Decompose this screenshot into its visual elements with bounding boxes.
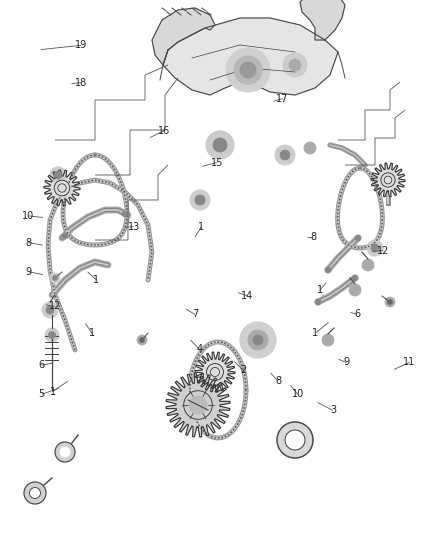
Circle shape <box>189 396 207 414</box>
Circle shape <box>54 171 62 179</box>
Text: 1: 1 <box>93 275 99 285</box>
Circle shape <box>325 267 331 273</box>
Circle shape <box>29 488 40 498</box>
Circle shape <box>322 334 334 346</box>
Polygon shape <box>163 18 338 95</box>
Text: 1: 1 <box>198 222 205 231</box>
Text: 8: 8 <box>310 232 316 242</box>
Circle shape <box>50 273 60 283</box>
Text: 9: 9 <box>343 358 349 367</box>
Circle shape <box>285 430 305 450</box>
Circle shape <box>289 59 301 71</box>
Circle shape <box>381 173 395 187</box>
Circle shape <box>46 306 54 314</box>
Circle shape <box>184 391 212 419</box>
Circle shape <box>54 180 70 196</box>
Circle shape <box>213 138 227 152</box>
Circle shape <box>253 335 263 345</box>
Text: 3: 3 <box>330 406 336 415</box>
Text: 1: 1 <box>89 328 95 338</box>
Circle shape <box>49 332 56 338</box>
Text: 1: 1 <box>49 387 56 397</box>
Text: 19: 19 <box>75 41 87 50</box>
Text: 6: 6 <box>39 360 45 370</box>
Text: 18: 18 <box>75 78 87 87</box>
Text: 12: 12 <box>377 246 389 255</box>
Circle shape <box>362 259 374 271</box>
Circle shape <box>195 195 205 205</box>
Circle shape <box>367 240 383 256</box>
Circle shape <box>240 322 276 358</box>
Circle shape <box>349 284 361 296</box>
Circle shape <box>190 190 210 210</box>
Circle shape <box>45 328 59 342</box>
Circle shape <box>388 300 392 304</box>
Text: 14: 14 <box>241 291 254 301</box>
Circle shape <box>207 364 223 381</box>
Circle shape <box>53 276 57 280</box>
Circle shape <box>50 167 66 183</box>
Circle shape <box>55 442 75 462</box>
Polygon shape <box>195 352 235 392</box>
Text: 1: 1 <box>312 328 318 338</box>
Circle shape <box>60 447 70 457</box>
Polygon shape <box>300 0 345 40</box>
Text: 15: 15 <box>211 158 223 167</box>
Circle shape <box>315 299 321 305</box>
Circle shape <box>277 422 313 458</box>
Text: 6: 6 <box>354 310 360 319</box>
Circle shape <box>137 335 147 345</box>
Polygon shape <box>371 163 405 197</box>
Circle shape <box>283 53 307 77</box>
Circle shape <box>352 275 358 281</box>
Text: 1: 1 <box>317 286 323 295</box>
Circle shape <box>139 337 145 343</box>
Text: 16: 16 <box>158 126 170 135</box>
Circle shape <box>206 131 234 159</box>
Text: 2: 2 <box>240 366 246 375</box>
Circle shape <box>122 211 128 217</box>
Text: 10: 10 <box>292 390 304 399</box>
Circle shape <box>355 235 361 241</box>
Circle shape <box>248 330 268 350</box>
Text: 10: 10 <box>22 211 35 221</box>
Polygon shape <box>166 373 230 437</box>
Polygon shape <box>152 8 215 65</box>
Text: 11: 11 <box>403 358 416 367</box>
Text: 8: 8 <box>25 238 32 247</box>
Circle shape <box>42 302 58 318</box>
Circle shape <box>385 297 395 307</box>
Circle shape <box>371 244 379 252</box>
Text: 13: 13 <box>127 222 140 231</box>
Circle shape <box>62 233 68 239</box>
Text: 9: 9 <box>25 267 32 277</box>
Text: 5: 5 <box>39 390 45 399</box>
Circle shape <box>275 145 295 165</box>
Text: 7: 7 <box>192 310 198 319</box>
Circle shape <box>24 482 46 504</box>
Circle shape <box>280 150 290 160</box>
Text: 8: 8 <box>275 376 281 386</box>
Circle shape <box>240 62 256 78</box>
Circle shape <box>234 56 262 84</box>
Polygon shape <box>44 170 80 206</box>
Circle shape <box>304 142 316 154</box>
Text: 17: 17 <box>276 94 289 103</box>
Text: 12: 12 <box>49 302 61 311</box>
Circle shape <box>226 48 270 92</box>
Text: 4: 4 <box>196 344 202 354</box>
